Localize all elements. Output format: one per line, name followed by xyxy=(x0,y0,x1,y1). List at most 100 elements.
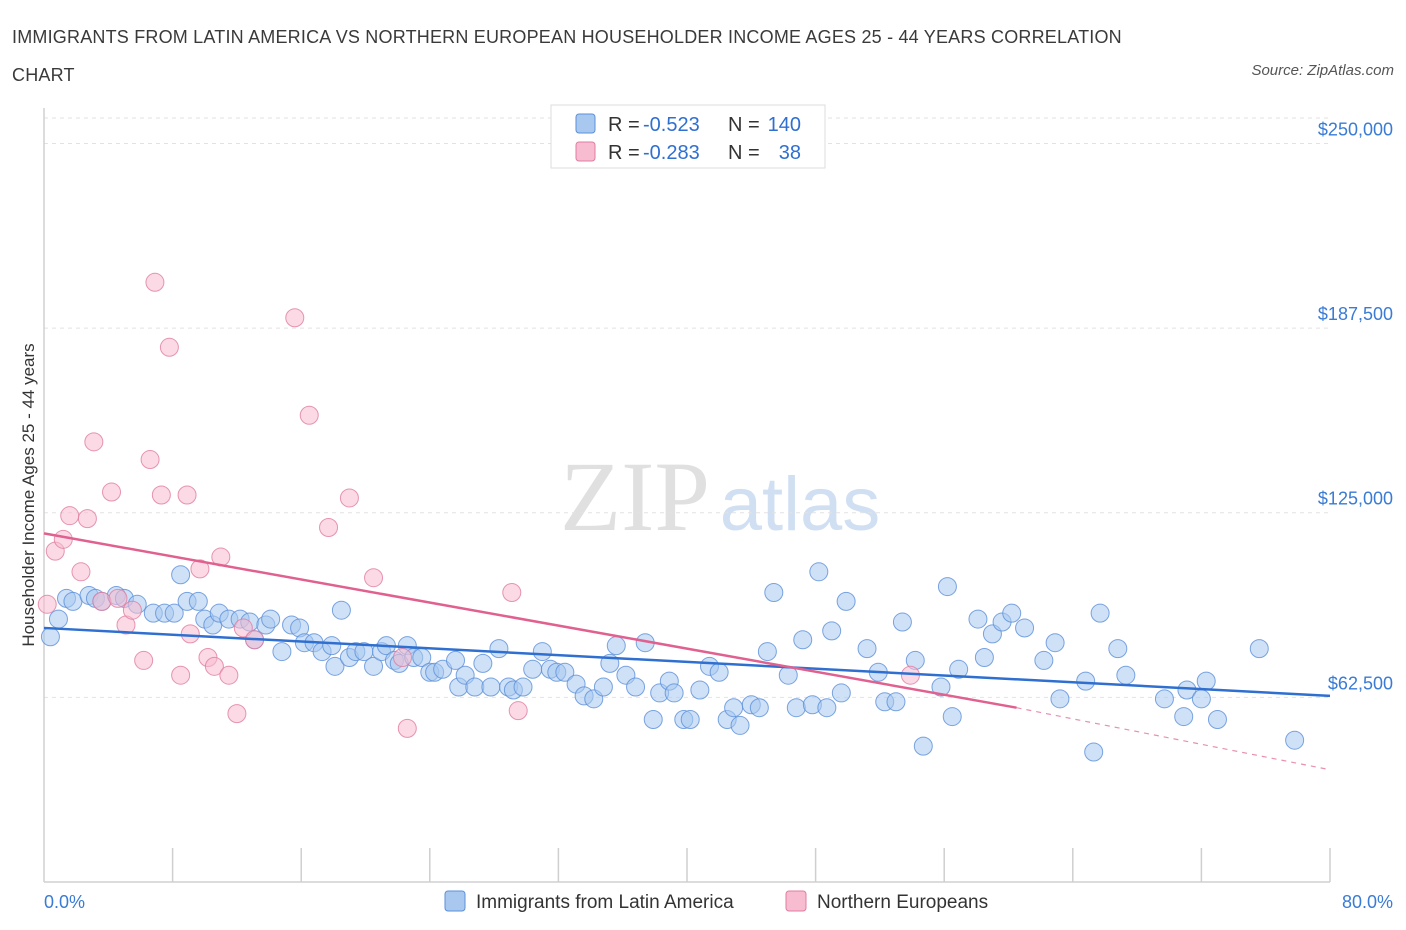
point-latin-america xyxy=(749,698,769,718)
point-latin-america xyxy=(513,677,533,697)
source-note: Source: ZipAtlas.com xyxy=(1251,62,1394,79)
point-northern-europeans xyxy=(122,600,142,620)
point-latin-america xyxy=(817,698,837,718)
point-northern-europeans xyxy=(37,594,57,614)
point-latin-america xyxy=(272,642,292,662)
point-northern-europeans xyxy=(77,509,97,529)
point-latin-america xyxy=(974,647,994,667)
point-latin-america xyxy=(793,630,813,650)
point-latin-america xyxy=(913,736,933,756)
point-latin-america xyxy=(606,636,626,656)
point-latin-america xyxy=(446,650,466,670)
point-latin-america xyxy=(709,662,729,682)
legend-bottom-label-latin: Immigrants from Latin America xyxy=(476,892,734,913)
point-northern-europeans xyxy=(339,488,359,508)
point-latin-america xyxy=(63,591,83,611)
point-latin-america xyxy=(1050,689,1070,709)
x-tick-label-max: 80.0% xyxy=(1342,892,1393,912)
point-latin-america xyxy=(809,562,829,582)
point-latin-america xyxy=(1015,618,1035,638)
point-latin-america xyxy=(1154,689,1174,709)
legend-swatch-northern xyxy=(575,141,596,162)
point-latin-america xyxy=(626,677,646,697)
point-latin-america xyxy=(465,677,485,697)
point-latin-america xyxy=(164,603,184,623)
point-latin-america xyxy=(171,565,191,585)
point-latin-america xyxy=(325,656,345,676)
point-latin-america xyxy=(40,627,60,647)
point-latin-america xyxy=(831,683,851,703)
point-latin-america xyxy=(764,582,784,602)
point-latin-america xyxy=(1076,671,1096,691)
point-latin-america xyxy=(886,692,906,712)
y-tick-labels: $62,500 $125,000 $187,500 $250,000 xyxy=(1318,119,1393,693)
legend-top: R = -0.523 N = 140 R = -0.283 N = 38 xyxy=(550,104,826,169)
y-tick-label: $187,500 xyxy=(1318,304,1393,324)
point-latin-america xyxy=(473,653,493,673)
point-latin-america xyxy=(523,659,543,679)
point-northern-europeans xyxy=(180,624,200,644)
point-latin-america xyxy=(261,609,281,629)
point-latin-america xyxy=(931,677,951,697)
point-latin-america xyxy=(1116,665,1136,685)
chart-title: IMMIGRANTS FROM LATIN AMERICA VS NORTHER… xyxy=(12,27,1122,85)
point-latin-america xyxy=(724,698,744,718)
point-latin-america xyxy=(532,642,552,662)
point-latin-america xyxy=(188,591,208,611)
point-latin-america xyxy=(1249,639,1269,659)
point-northern-europeans xyxy=(299,405,319,425)
point-latin-america xyxy=(690,680,710,700)
point-northern-europeans xyxy=(177,485,197,505)
legend-r-label-latin: R = xyxy=(608,114,640,136)
point-latin-america xyxy=(942,707,962,727)
point-northern-europeans xyxy=(171,665,191,685)
point-latin-america xyxy=(857,639,877,659)
point-northern-europeans xyxy=(204,656,224,676)
point-latin-america xyxy=(1108,639,1128,659)
point-northern-europeans xyxy=(140,450,160,470)
trend-line-northern-europeans xyxy=(43,532,1017,709)
legend-r-value-northern: -0.283 xyxy=(643,142,700,164)
watermark-zip: ZIP xyxy=(560,441,710,552)
point-northern-europeans xyxy=(60,506,80,526)
legend-bottom-swatch-latin xyxy=(444,890,466,912)
point-northern-europeans xyxy=(159,337,179,357)
point-latin-america xyxy=(892,612,912,632)
point-latin-america xyxy=(481,677,501,697)
point-latin-america xyxy=(1090,603,1110,623)
y-tick-label: $62,500 xyxy=(1328,673,1393,693)
point-latin-america xyxy=(937,577,957,597)
point-latin-america xyxy=(1191,689,1211,709)
point-northern-europeans xyxy=(102,482,122,502)
x-tick-label-min: 0.0% xyxy=(44,892,85,912)
point-latin-america xyxy=(643,710,663,730)
point-latin-america xyxy=(489,639,509,659)
point-latin-america xyxy=(1045,633,1065,653)
point-latin-america xyxy=(730,715,750,735)
point-northern-europeans xyxy=(190,559,210,579)
point-northern-europeans xyxy=(508,701,528,721)
point-latin-america xyxy=(364,656,384,676)
point-northern-europeans xyxy=(53,529,73,549)
point-northern-europeans xyxy=(92,591,112,611)
point-northern-europeans xyxy=(219,665,239,685)
point-northern-europeans xyxy=(392,647,412,667)
x-ticks xyxy=(171,848,1331,882)
point-latin-america xyxy=(1196,671,1216,691)
point-latin-america xyxy=(48,609,68,629)
y-tick-label: $125,000 xyxy=(1318,489,1393,509)
point-latin-america xyxy=(1002,603,1022,623)
y-axis-label: Householder Income Ages 25 - 44 years xyxy=(19,343,38,646)
legend-n-label-northern: N = xyxy=(728,142,760,164)
point-northern-europeans xyxy=(364,568,384,588)
legend-bottom: Immigrants from Latin America Northern E… xyxy=(444,890,988,913)
legend-n-label-latin: N = xyxy=(728,114,760,136)
legend-bottom-label-northern: Northern Europeans xyxy=(817,892,988,913)
point-latin-america xyxy=(786,698,806,718)
point-latin-america xyxy=(322,636,342,656)
point-northern-europeans xyxy=(227,704,247,724)
y-tick-label: $250,000 xyxy=(1318,119,1393,139)
point-latin-america xyxy=(822,621,842,641)
point-latin-america xyxy=(1285,730,1305,750)
point-northern-europeans xyxy=(502,582,522,602)
